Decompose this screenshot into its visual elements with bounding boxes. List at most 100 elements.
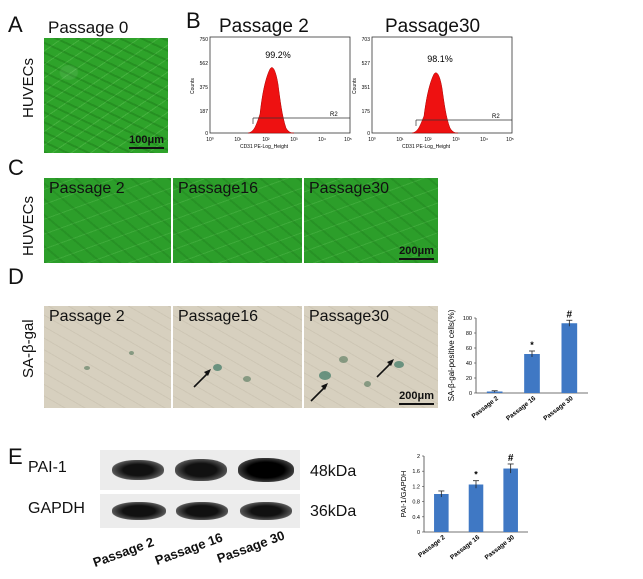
blot-lane-label: Passage 2 xyxy=(90,534,156,570)
panel-c-image-title: Passage 2 xyxy=(49,180,125,197)
sa-bgal-significance-mark: # xyxy=(567,309,573,320)
blot-size-pai1: 48kDa xyxy=(310,463,357,480)
pai1-bar xyxy=(468,484,484,532)
sa-bgal-ytick-label: 0 xyxy=(469,391,472,397)
histogram-2-percent: 98.1% xyxy=(427,54,453,64)
blot-strip-gapdh xyxy=(100,494,300,528)
histogram-1-ylabel: Counts xyxy=(190,78,196,94)
pai1-category-label: Passage 2 xyxy=(417,534,447,559)
panel-a-side-label: HUVECs xyxy=(20,57,37,118)
panel-a-image-title: Passage 0 xyxy=(48,18,129,37)
histogram-2-title: Passage30 xyxy=(385,16,481,37)
sa-bgal-ytick-label: 40 xyxy=(466,361,472,367)
blot-label-pai1: PAI-1 xyxy=(28,459,67,476)
blot-band xyxy=(240,502,292,520)
svg-text:10⁰: 10⁰ xyxy=(206,137,214,143)
histogram-2-ylabel: Counts xyxy=(352,78,358,94)
sa-bgal-bar xyxy=(561,323,578,393)
sa-bgal-category-label: Passage 30 xyxy=(542,395,575,423)
panel-d-image-title: Passage30 xyxy=(309,308,390,325)
histogram-1-ytick: 375 xyxy=(200,85,209,91)
histogram-2-ytick: 175 xyxy=(362,109,371,115)
pai1-significance-mark: # xyxy=(508,453,514,464)
pai1-category-label: Passage 16 xyxy=(449,534,482,562)
blot-band xyxy=(238,458,294,482)
blot-label-gapdh: GAPDH xyxy=(28,500,85,517)
blot-band xyxy=(112,502,166,520)
svg-text:10⁵: 10⁵ xyxy=(344,137,352,143)
panel-d-micrograph-1: Passage 2 xyxy=(44,306,171,408)
panel-c-scale-bar: 200μm xyxy=(399,245,434,260)
sa-bgal-ytick-label: 80 xyxy=(466,331,472,337)
histogram-2-xlabel: CD31 PE-Log_Height xyxy=(402,144,451,150)
svg-text:10⁰: 10⁰ xyxy=(368,137,376,143)
histogram-passage-30: Counts 703 527 351 175 0 R2 98.1% 10⁰ 10… xyxy=(352,36,514,150)
sa-bgal-ylabel: SA-β-gal-positive cells(%) xyxy=(447,309,456,401)
histogram-2-ytick: 351 xyxy=(362,85,371,91)
blot-lane-label: Passage 16 xyxy=(152,529,225,568)
histogram-1-ytick: 750 xyxy=(200,37,209,43)
arrow-icon xyxy=(376,359,394,378)
blot-band xyxy=(176,502,228,520)
sa-bgal-category-label: Passage 2 xyxy=(471,395,501,420)
svg-text:10⁴: 10⁴ xyxy=(318,137,326,143)
histogram-2-ytick: 703 xyxy=(362,37,371,43)
sa-bgal-significance-mark: * xyxy=(530,340,534,350)
histogram-1-xlabel: CD31 PE-Log_Height xyxy=(240,144,289,150)
panel-d-side-label: SA-β-gal xyxy=(20,319,37,378)
blot-size-gapdh: 36kDa xyxy=(310,503,357,520)
sa-bgal-ytick-label: 60 xyxy=(466,346,472,352)
panel-d-image-title: Passage 2 xyxy=(49,308,125,325)
blot-band xyxy=(175,459,227,481)
pai1-ytick-label: 0 xyxy=(417,530,420,536)
pai1-bar xyxy=(434,494,449,532)
histogram-passage-2: Counts 750 562 375 187 0 R2 99.2% 10⁰ 10… xyxy=(190,36,352,150)
pai1-ytick-label: 1.2 xyxy=(412,484,420,490)
svg-text:10⁴: 10⁴ xyxy=(480,137,488,143)
panel-label-c: C xyxy=(8,155,24,180)
sa-bgal-bar xyxy=(524,354,540,393)
pai1-significance-mark: * xyxy=(474,470,478,480)
sa-bgal-ytick-label: 20 xyxy=(466,376,472,382)
histogram-1-gate-label: R2 xyxy=(330,112,338,118)
panel-label-b: B xyxy=(186,8,201,33)
panel-c-micrograph-2: Passage16 xyxy=(173,178,302,263)
panel-c-micrograph-1: Passage 2 xyxy=(44,178,171,263)
pai1-gapdh-chart: PAI-1/GAPDH 0 0.4 0.8 1.2 1.6 2 Passage 2 * Passa… xyxy=(399,453,528,562)
histogram-1-percent: 99.2% xyxy=(265,50,291,60)
svg-text:10⁵: 10⁵ xyxy=(506,137,514,143)
panel-label-e: E xyxy=(8,444,23,469)
histogram-2-ytick: 527 xyxy=(362,61,371,67)
svg-text:10¹: 10¹ xyxy=(396,137,404,143)
sa-bgal-chart: SA-β-gal-positive cells(%) 0 20 40 60 80 100 Pa… xyxy=(447,309,588,423)
sa-bgal-category-label: Passage 16 xyxy=(505,395,538,423)
svg-text:10³: 10³ xyxy=(290,137,298,143)
histogram-1-ytick: 187 xyxy=(200,109,209,115)
svg-text:10²: 10² xyxy=(424,137,432,143)
pai1-ylabel: PAI-1/GAPDH xyxy=(399,471,408,518)
sa-bgal-ytick-label: 100 xyxy=(463,316,472,322)
panel-c-micrograph-3: Passage30 200μm xyxy=(304,178,438,263)
histogram-2-gate-label: R2 xyxy=(492,114,500,120)
histogram-1-ytick: 562 xyxy=(200,61,209,67)
panel-d-scale-bar: 200μm xyxy=(399,390,434,405)
panel-c-image-title: Passage16 xyxy=(178,180,259,197)
panel-label-a: A xyxy=(8,12,23,37)
panel-c-image-title: Passage30 xyxy=(309,180,390,197)
arrow-icon xyxy=(193,369,211,388)
panel-d-micrograph-3: Passage30 200μm xyxy=(304,306,438,408)
histogram-2-ytick: 0 xyxy=(367,131,370,137)
arrow-icon xyxy=(310,383,328,402)
panel-a-scale-bar: 100μm xyxy=(129,134,164,149)
pai1-ytick-label: 0.8 xyxy=(412,500,420,506)
pai1-bar xyxy=(503,468,518,532)
histogram-2-peak xyxy=(411,72,459,134)
panel-label-d: D xyxy=(8,264,24,289)
blot-band xyxy=(112,460,164,480)
svg-text:10¹: 10¹ xyxy=(234,137,242,143)
histogram-1-ytick: 0 xyxy=(205,131,208,137)
svg-text:10²: 10² xyxy=(262,137,270,143)
panel-c-side-label: HUVECs xyxy=(20,195,37,256)
blot-strip-pai1 xyxy=(100,450,300,490)
svg-text:10³: 10³ xyxy=(452,137,460,143)
